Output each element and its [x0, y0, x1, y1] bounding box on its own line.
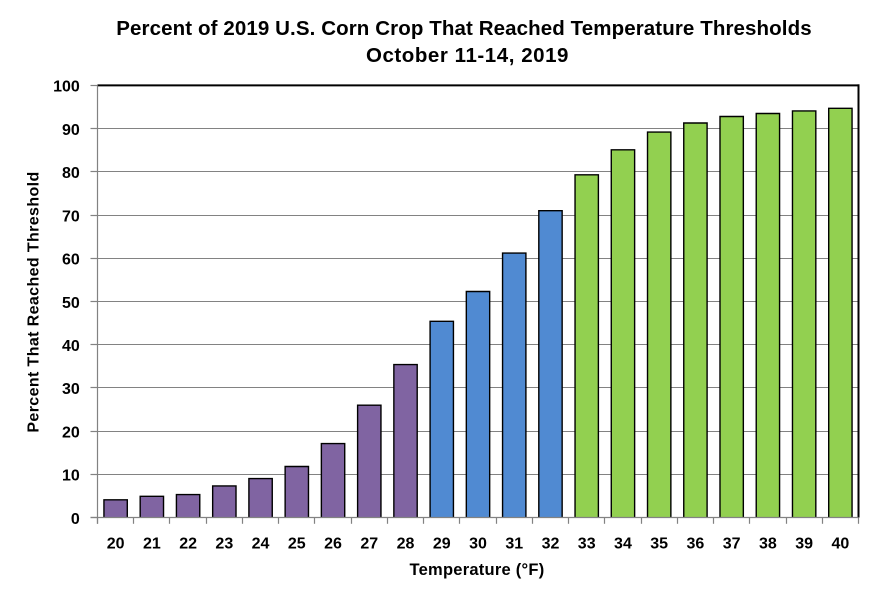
svg-text:30: 30	[469, 536, 487, 553]
svg-text:38: 38	[759, 536, 777, 553]
svg-text:100: 100	[53, 79, 80, 96]
svg-text:0: 0	[71, 511, 80, 528]
svg-text:33: 33	[578, 536, 596, 553]
svg-text:28: 28	[397, 536, 415, 553]
svg-text:Percent That Reached Threshold: Percent That Reached Threshold	[26, 171, 43, 432]
svg-text:34: 34	[614, 536, 632, 553]
svg-text:Temperature (°F): Temperature (°F)	[410, 561, 545, 579]
svg-text:10: 10	[62, 468, 80, 485]
svg-text:36: 36	[687, 536, 705, 553]
svg-text:37: 37	[723, 536, 741, 553]
svg-text:26: 26	[324, 536, 342, 553]
svg-text:October 11-14, 2019: October 11-14, 2019	[366, 44, 569, 67]
svg-text:Percent of 2019 U.S. Corn Crop: Percent of 2019 U.S. Corn Crop That Reac…	[116, 17, 811, 40]
svg-text:22: 22	[179, 536, 197, 553]
svg-text:20: 20	[107, 536, 125, 553]
svg-text:40: 40	[62, 338, 80, 355]
svg-text:24: 24	[252, 536, 270, 553]
svg-text:27: 27	[360, 536, 378, 553]
svg-text:35: 35	[650, 536, 668, 553]
svg-text:25: 25	[288, 536, 306, 553]
svg-text:31: 31	[505, 536, 523, 553]
svg-text:60: 60	[62, 252, 80, 269]
svg-text:80: 80	[62, 165, 80, 182]
svg-text:21: 21	[143, 536, 161, 553]
svg-text:50: 50	[62, 295, 80, 312]
svg-text:39: 39	[795, 536, 813, 553]
svg-text:23: 23	[215, 536, 233, 553]
svg-text:30: 30	[62, 381, 80, 398]
svg-text:29: 29	[433, 536, 451, 553]
svg-text:20: 20	[62, 424, 80, 441]
svg-text:70: 70	[62, 208, 80, 225]
svg-text:90: 90	[62, 122, 80, 139]
svg-text:32: 32	[542, 536, 560, 553]
svg-text:40: 40	[831, 536, 849, 553]
